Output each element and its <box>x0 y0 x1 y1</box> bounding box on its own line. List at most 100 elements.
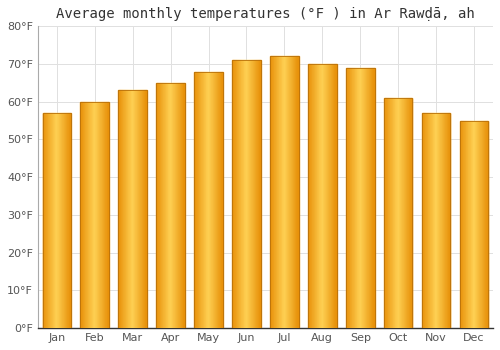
Bar <box>438 113 439 328</box>
Bar <box>324 64 325 328</box>
Bar <box>291 56 292 328</box>
Bar <box>274 56 275 328</box>
Bar <box>476 121 477 328</box>
Bar <box>50 113 51 328</box>
Bar <box>104 102 106 328</box>
Bar <box>441 113 442 328</box>
Bar <box>353 68 354 328</box>
Bar <box>209 71 210 328</box>
Bar <box>427 113 428 328</box>
Bar <box>102 102 103 328</box>
Bar <box>84 102 85 328</box>
Bar <box>80 102 81 328</box>
Bar <box>402 98 403 328</box>
Bar <box>322 64 323 328</box>
Bar <box>99 102 100 328</box>
Bar <box>236 60 237 328</box>
Bar <box>400 98 401 328</box>
Bar <box>140 90 141 328</box>
Bar <box>106 102 107 328</box>
Bar <box>270 56 271 328</box>
Bar <box>487 121 488 328</box>
Bar <box>325 64 326 328</box>
Bar <box>320 64 321 328</box>
Bar <box>283 56 284 328</box>
Bar <box>197 71 198 328</box>
Bar <box>159 83 160 328</box>
Bar <box>394 98 396 328</box>
Bar <box>481 121 482 328</box>
Bar <box>398 98 399 328</box>
Bar <box>70 113 71 328</box>
Bar <box>168 83 169 328</box>
Bar <box>47 113 48 328</box>
Bar <box>319 64 320 328</box>
Bar <box>125 90 126 328</box>
Bar <box>243 60 244 328</box>
Bar <box>139 90 140 328</box>
Bar <box>53 113 54 328</box>
Bar <box>368 68 369 328</box>
Bar <box>127 90 128 328</box>
Bar <box>87 102 88 328</box>
Bar <box>388 98 389 328</box>
Bar <box>371 68 372 328</box>
Bar <box>369 68 370 328</box>
Bar <box>370 68 371 328</box>
Bar <box>352 68 353 328</box>
Bar <box>309 64 310 328</box>
Bar <box>81 102 82 328</box>
Bar <box>422 113 450 328</box>
Bar <box>198 71 200 328</box>
Bar <box>90 102 91 328</box>
Bar <box>214 71 215 328</box>
Bar <box>51 113 52 328</box>
Bar <box>364 68 366 328</box>
Bar <box>49 113 50 328</box>
Bar <box>411 98 412 328</box>
Bar <box>218 71 219 328</box>
Bar <box>326 64 328 328</box>
Bar <box>207 71 208 328</box>
Bar <box>238 60 240 328</box>
Bar <box>359 68 360 328</box>
Bar <box>222 71 223 328</box>
Bar <box>484 121 485 328</box>
Bar <box>278 56 280 328</box>
Bar <box>471 121 472 328</box>
Bar <box>179 83 180 328</box>
Bar <box>160 83 162 328</box>
Bar <box>401 98 402 328</box>
Bar <box>485 121 486 328</box>
Bar <box>431 113 432 328</box>
Bar <box>475 121 476 328</box>
Bar <box>69 113 70 328</box>
Bar <box>128 90 129 328</box>
Bar <box>216 71 217 328</box>
Bar <box>290 56 291 328</box>
Bar <box>389 98 390 328</box>
Bar <box>144 90 146 328</box>
Bar <box>356 68 358 328</box>
Bar <box>284 56 285 328</box>
Bar <box>384 98 386 328</box>
Bar <box>64 113 66 328</box>
Bar <box>409 98 410 328</box>
Bar <box>373 68 374 328</box>
Bar <box>245 60 246 328</box>
Bar <box>62 113 63 328</box>
Bar <box>101 102 102 328</box>
Bar <box>195 71 196 328</box>
Bar <box>244 60 245 328</box>
Bar <box>177 83 178 328</box>
Bar <box>426 113 427 328</box>
Bar <box>98 102 99 328</box>
Bar <box>448 113 449 328</box>
Bar <box>392 98 393 328</box>
Bar <box>273 56 274 328</box>
Bar <box>170 83 172 328</box>
Bar <box>122 90 124 328</box>
Bar <box>285 56 286 328</box>
Bar <box>480 121 481 328</box>
Bar <box>219 71 220 328</box>
